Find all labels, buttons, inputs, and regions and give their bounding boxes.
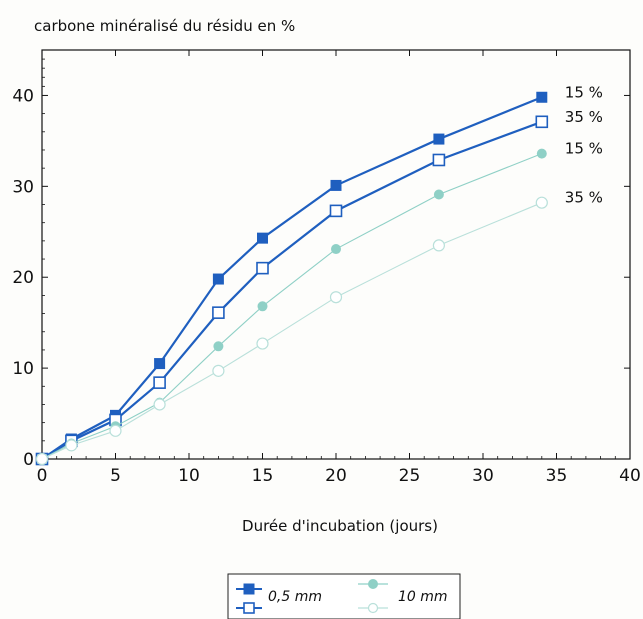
data-point-open-square — [153, 376, 166, 389]
x-tick-label: 35 — [546, 466, 568, 486]
data-point-open-circle — [153, 398, 166, 411]
x-tick-label: 15 — [252, 466, 274, 486]
legend-marker-open-circle — [367, 602, 379, 614]
data-point-filled-square — [433, 133, 445, 145]
series-line — [41, 96, 543, 460]
axes: 0 5 10 15 20 25 30 35 40 0 10 20 30 40 — [12, 49, 641, 486]
data-point-filled-circle — [331, 244, 341, 255]
data-point-open-circle — [212, 364, 225, 377]
legend: 0,5 mm 10 mm — [227, 573, 461, 619]
data-point-open-square — [256, 261, 269, 275]
end-labels: 15 % 35 % 15 % 35 % — [565, 83, 603, 206]
data-point-open-circle — [109, 424, 122, 437]
data-point-filled-circle — [257, 301, 268, 312]
legend-entry-light: 10 mm — [358, 579, 448, 614]
data-point-open-square — [212, 306, 225, 319]
series-end-label: 35 % — [565, 189, 603, 207]
data-point-open-square — [535, 115, 549, 129]
data-point-filled-circle — [433, 189, 444, 200]
data-point-open-circle — [535, 196, 548, 209]
series-layer — [35, 91, 549, 466]
series-open-circle — [35, 196, 548, 466]
series-line — [41, 120, 543, 460]
y-tick-label: 30 — [12, 177, 34, 197]
y-axis-title: carbone minéralisé du résidu en % — [34, 17, 295, 35]
series-end-label: 35 % — [565, 108, 603, 126]
legend-label-dark: 0,5 mm — [268, 589, 322, 605]
x-tick-label: 10 — [178, 466, 200, 486]
data-point-open-circle — [65, 439, 78, 452]
y-tick-label: 40 — [12, 86, 34, 106]
data-point-filled-square — [212, 273, 224, 285]
x-tick-label: 40 — [619, 466, 641, 486]
data-point-filled-square — [330, 179, 342, 191]
series-end-label: 15 % — [565, 140, 603, 158]
y-tick-label: 10 — [12, 359, 34, 379]
y-tick-label: 0 — [23, 450, 34, 470]
data-point-open-circle — [432, 239, 445, 252]
x-tick-label: 25 — [399, 466, 421, 486]
series-end-label: 15 % — [565, 83, 603, 101]
data-point-filled-square — [536, 91, 548, 103]
x-tick-label: 0 — [37, 466, 48, 486]
x-tick-label: 30 — [472, 466, 494, 486]
data-point-filled-square — [154, 358, 166, 370]
y-tick-label: 20 — [12, 268, 34, 288]
data-point-open-square — [432, 153, 446, 167]
legend-marker-filled-circle — [368, 579, 378, 589]
x-axis-title: Durée d'incubation (jours) — [242, 517, 438, 535]
data-point-open-circle — [256, 337, 269, 350]
data-point-open-square — [329, 204, 343, 218]
legend-box — [227, 573, 461, 619]
data-point-filled-circle — [213, 341, 224, 352]
data-point-filled-circle — [536, 148, 547, 159]
data-point-open-circle — [35, 452, 49, 466]
legend-marker-open-square — [243, 602, 255, 614]
legend-label-light: 10 mm — [398, 589, 448, 605]
data-point-filled-square — [257, 232, 268, 244]
x-tick-label: 5 — [110, 466, 121, 486]
x-tick-label: 20 — [325, 466, 347, 486]
legend-marker-filled-square — [243, 583, 255, 595]
data-point-open-circle — [329, 291, 343, 304]
legend-entry-dark: 0,5 mm — [236, 583, 322, 614]
